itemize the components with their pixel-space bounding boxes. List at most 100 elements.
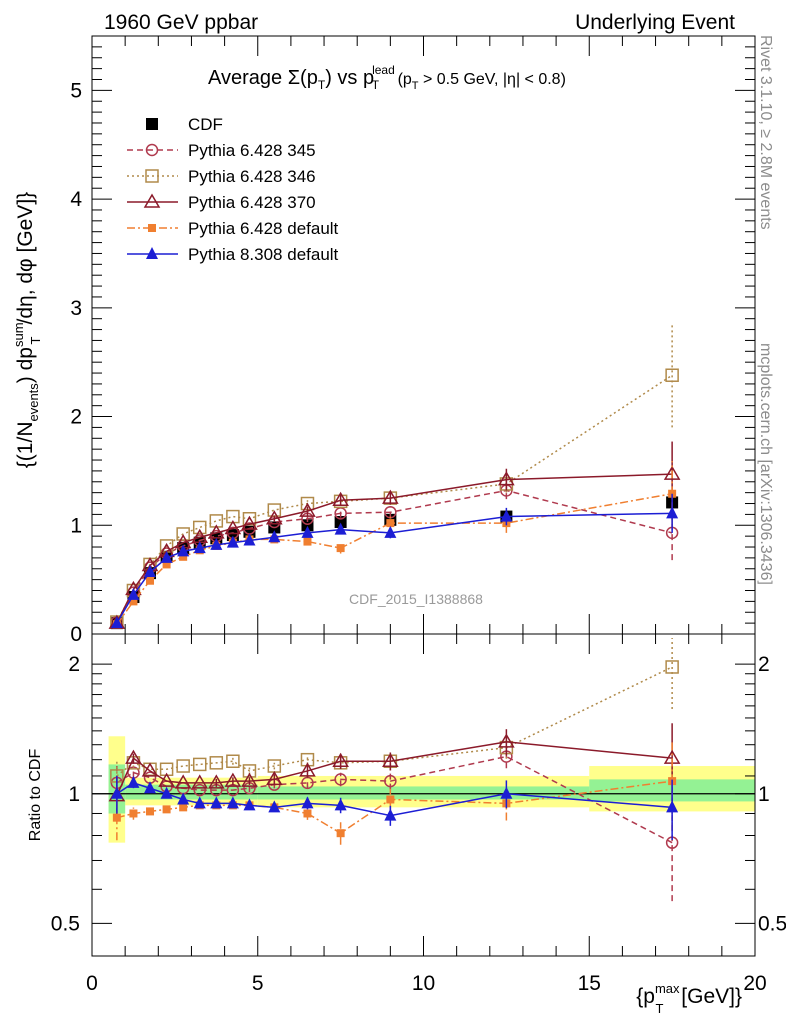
ratio-point — [241, 772, 258, 787]
main-plot-area — [108, 323, 681, 630]
y-axis-title: {(1/Nevents) dpsum T/dη, dφ [GeV]} — [11, 192, 43, 468]
x-axis-title: {pmax T [GeV]} — [636, 981, 742, 1016]
legend-label: CDF — [188, 115, 223, 134]
data-point — [129, 597, 138, 606]
data-point — [301, 519, 314, 532]
legend-marker — [145, 143, 159, 157]
data-point — [384, 525, 397, 538]
ratio-point — [498, 733, 515, 748]
data-point — [336, 544, 345, 553]
data-point — [144, 565, 157, 578]
data-point — [332, 491, 349, 507]
ratio-plot-area — [92, 638, 755, 902]
data-point — [179, 552, 188, 561]
ratio-point — [209, 756, 224, 770]
legend-marker — [146, 118, 158, 130]
ratio-point — [382, 752, 399, 767]
ratio-axis-title: Ratio to CDF — [27, 749, 44, 842]
data-point — [301, 525, 314, 538]
data-point — [334, 516, 347, 529]
data-point — [224, 520, 242, 535]
ratio-point — [162, 805, 171, 814]
ratio-y-tick-label-right: 0.5 — [758, 912, 786, 935]
ratio-axis-ticks: 0.5 0.51 12 20 5 10 15 20 — [51, 634, 786, 995]
y-tick-label: 2 — [70, 406, 82, 429]
ratio-point — [266, 770, 283, 786]
legend-label: Pythia 8.308 default — [188, 245, 339, 264]
legend-entry: Pythia 6.428 default — [127, 219, 339, 238]
data-point — [110, 616, 123, 629]
data-point — [226, 535, 239, 548]
header-right: Underlying Event — [575, 11, 735, 34]
ratio-point — [303, 809, 312, 818]
ratio-point — [144, 781, 157, 794]
ratio-point — [243, 798, 256, 811]
ratio-point — [174, 774, 192, 789]
series-pythia-6-428-346 — [110, 323, 679, 629]
ratio-line — [116, 755, 673, 844]
data-point — [666, 506, 679, 519]
ratio-point — [176, 759, 190, 773]
ratio-point — [125, 749, 142, 764]
ratio-point — [336, 829, 345, 838]
ratio-point — [193, 783, 206, 797]
x-tick-label: 5 — [252, 972, 264, 995]
data-point — [162, 560, 171, 569]
x-tick-label: 0 — [86, 972, 98, 995]
legend-label: Pythia 6.428 default — [188, 219, 339, 238]
data-point — [146, 576, 155, 585]
ratio-point — [129, 809, 138, 818]
ratio-point — [386, 795, 395, 804]
ratio-point — [224, 772, 242, 787]
data-point — [386, 519, 395, 528]
ratio-point — [268, 800, 281, 813]
data-point — [210, 537, 223, 550]
main-panel: 0 1 2 3 4 5 — [70, 35, 756, 646]
ratio-point — [332, 752, 349, 767]
ratio-point — [334, 798, 347, 811]
ratio-line — [116, 666, 673, 777]
ratio-point — [210, 796, 223, 809]
ratio-y-tick-label-right: 1 — [758, 783, 770, 806]
ratio-point — [384, 774, 397, 788]
data-point — [500, 509, 513, 522]
ratio-series-pythia-8-308-default — [110, 775, 679, 840]
ratio-point — [191, 774, 209, 789]
ratio-series-pythia-6-428-345 — [110, 745, 679, 902]
series-line — [116, 473, 673, 624]
data-point — [498, 471, 515, 486]
data-point — [665, 368, 679, 382]
ratio-point — [192, 757, 207, 772]
ratio-point — [158, 772, 175, 787]
data-point — [266, 510, 283, 525]
legend-label: Pythia 6.428 346 — [188, 167, 316, 186]
ratio-y-tick-label: 1 — [68, 783, 80, 806]
ratio-point — [146, 807, 155, 816]
main-axis-ticks: 0 1 2 3 4 5 — [70, 35, 756, 646]
data-point — [303, 537, 312, 546]
ratio-point — [242, 764, 257, 778]
legend-marker — [143, 193, 161, 208]
ratio-point — [179, 803, 188, 812]
ratio-point — [665, 660, 679, 674]
ratio-point — [127, 775, 140, 788]
legend-label: Pythia 6.428 345 — [188, 141, 316, 160]
ratio-point — [301, 796, 314, 809]
legend-entry: Pythia 6.428 346 — [127, 167, 316, 186]
data-point — [160, 550, 173, 563]
ratio-point — [177, 792, 190, 805]
ratio-point — [666, 800, 679, 813]
y-tick-label: 1 — [70, 514, 82, 537]
header-left: 1960 GeV ppbar — [104, 11, 258, 34]
legend-entry: Pythia 8.308 default — [127, 245, 339, 264]
ratio-point — [226, 796, 239, 809]
x-tick-label: 15 — [578, 972, 601, 995]
x-tick-label: 20 — [743, 972, 766, 995]
y-tick-label: 5 — [70, 79, 82, 102]
chart-title: Average Σ(pT) vs plead T (pT > 0.5 GeV, |… — [208, 63, 566, 92]
y-tick-label: 4 — [70, 188, 82, 211]
data-point — [176, 527, 190, 541]
uncertainty-band-green — [125, 784, 258, 800]
ratio-point — [141, 762, 159, 777]
